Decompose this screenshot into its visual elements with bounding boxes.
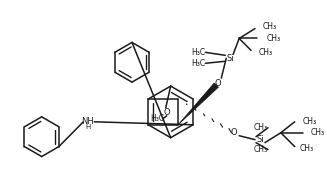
Text: Si: Si: [256, 135, 264, 144]
Text: H₃C: H₃C: [191, 48, 205, 57]
Text: CH₃: CH₃: [303, 117, 317, 126]
Text: CH₃: CH₃: [311, 128, 325, 137]
Text: NH: NH: [81, 117, 94, 126]
Text: CH₃: CH₃: [254, 123, 268, 132]
Text: CH₃: CH₃: [300, 144, 314, 153]
Text: CH₃: CH₃: [267, 34, 281, 43]
Text: O: O: [215, 79, 222, 88]
Text: CH₃: CH₃: [259, 48, 273, 57]
Text: CH₃: CH₃: [254, 145, 268, 154]
Text: CH₃: CH₃: [263, 22, 277, 31]
Text: H: H: [86, 124, 91, 130]
Text: H₃C: H₃C: [151, 114, 165, 123]
Text: O: O: [231, 128, 237, 137]
Polygon shape: [178, 83, 218, 125]
Text: H₃C: H₃C: [191, 59, 205, 68]
Text: O: O: [164, 108, 170, 117]
Text: Si: Si: [226, 54, 234, 63]
